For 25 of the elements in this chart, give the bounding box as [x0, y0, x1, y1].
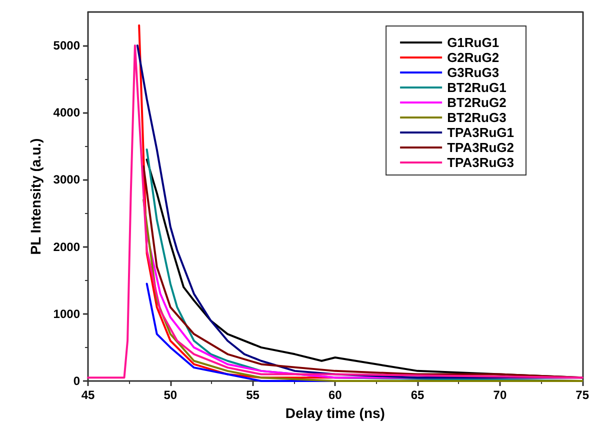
legend-label: TPA3RuG2 [447, 140, 514, 155]
x-axis-title: Delay time (ns) [285, 404, 385, 421]
x-tick-label: 70 [493, 388, 507, 402]
legend-label: G1RuG1 [447, 35, 500, 50]
legend-label: BT2RuG1 [447, 80, 506, 95]
x-tick-label: 65 [410, 388, 425, 402]
x-tick-label: 50 [164, 388, 178, 402]
y-tick-label: 1000 [53, 306, 80, 321]
x-tick-label: 55 [246, 388, 260, 402]
x-tick-label: 75 [576, 388, 590, 402]
legend-label: TPA3RuG3 [447, 155, 514, 170]
y-tick-label: 3000 [53, 172, 80, 187]
line-series [142, 198, 584, 382]
x-tick-label: 45 [81, 388, 95, 402]
y-tick-label: 5000 [53, 38, 80, 53]
legend-label: BT2RuG2 [447, 95, 506, 110]
legend-label: BT2RuG3 [447, 110, 506, 125]
legend-label: TPA3RuG1 [447, 125, 514, 140]
legend-label: G3RuG3 [447, 65, 500, 80]
x-tick-label: 60 [328, 388, 342, 402]
y-tick-label: 4000 [53, 106, 80, 120]
y-tick-label: 2000 [53, 240, 80, 254]
y-axis-title: PL Intensity (a.u.) [27, 138, 44, 255]
legend-label: G2RuG2 [447, 50, 500, 65]
y-tick-label: 0 [73, 374, 80, 388]
